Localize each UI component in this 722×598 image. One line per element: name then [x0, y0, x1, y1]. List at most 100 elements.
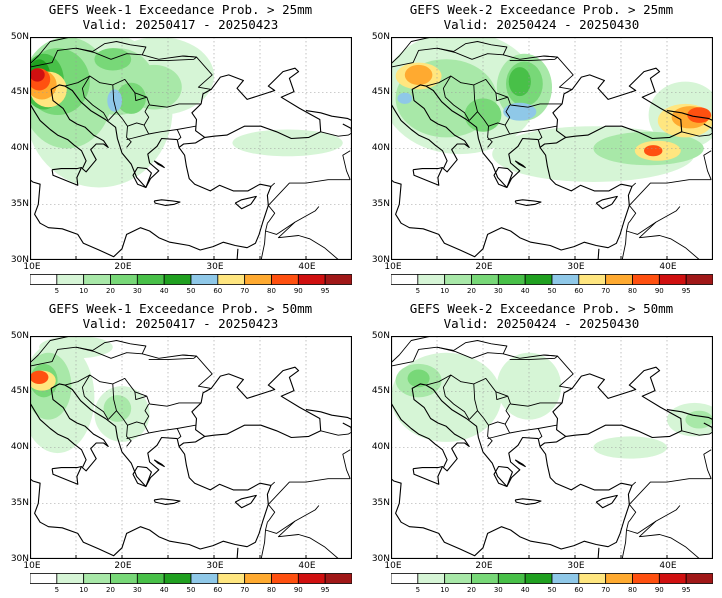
- lat-label: 50N: [10, 32, 29, 42]
- coastline: [412, 166, 444, 186]
- country-border: [107, 84, 117, 121]
- country-border: [81, 75, 109, 121]
- colorbar-swatch: [163, 573, 192, 584]
- colorbar: [30, 573, 352, 584]
- colorbar-label: 70: [240, 287, 250, 295]
- colorbar: [30, 274, 352, 285]
- colorbar-label: 70: [601, 586, 611, 594]
- country-border: [468, 383, 478, 420]
- colorbar-swatch: [685, 274, 713, 285]
- probability-area: [94, 48, 132, 71]
- coastline: [51, 465, 83, 485]
- map-frame: [30, 336, 352, 559]
- probability-area: [503, 102, 537, 121]
- country-border: [267, 205, 276, 224]
- coastline: [51, 166, 83, 186]
- country-border: [260, 223, 268, 260]
- colorbar-label: 20: [467, 287, 476, 295]
- country-border: [495, 391, 508, 401]
- country-border: [267, 504, 276, 523]
- colorbar-swatch: [551, 573, 580, 584]
- country-border: [182, 55, 197, 58]
- colorbar-label: 10: [79, 586, 89, 594]
- probability-area: [687, 107, 712, 123]
- colorbar-label: 40: [159, 287, 169, 295]
- coastline: [305, 409, 352, 421]
- coastline: [514, 199, 542, 206]
- country-border: [703, 449, 712, 479]
- country-border: [277, 221, 340, 260]
- colorbar-swatch: [685, 573, 713, 584]
- probability-area: [644, 145, 663, 157]
- colorbar-swatch: [297, 274, 326, 285]
- colorbar-swatch: [244, 573, 272, 584]
- coastline: [493, 166, 513, 189]
- colorbar-label: 70: [601, 287, 611, 295]
- country-border: [267, 478, 351, 505]
- colorbar-label: 60: [574, 287, 584, 295]
- colorbar-label: 40: [520, 586, 530, 594]
- colorbar-swatch: [324, 573, 352, 584]
- country-border: [143, 104, 150, 126]
- colorbar-swatch: [217, 274, 246, 285]
- coastline: [666, 409, 713, 421]
- panel-valid-dates: Valid: 20250424 - 20250430: [443, 17, 640, 32]
- lat-label: 45N: [371, 386, 390, 396]
- colorbar-swatch: [524, 274, 553, 285]
- colorbar-swatch: [632, 274, 660, 285]
- coastline: [153, 160, 165, 169]
- country-border: [477, 111, 493, 148]
- colorbar-label: 60: [574, 586, 584, 594]
- country-border: [143, 403, 150, 425]
- colorbar-label: 95: [681, 287, 691, 295]
- country-border: [116, 410, 132, 447]
- panel-valid-dates: Valid: 20250417 - 20250423: [82, 17, 279, 32]
- coastline: [539, 366, 683, 447]
- country-border: [504, 104, 511, 126]
- coastline: [64, 85, 180, 189]
- country-border: [134, 391, 147, 401]
- map-frame: [391, 37, 713, 260]
- country-border: [75, 41, 147, 55]
- coastline: [391, 446, 633, 557]
- precip-map: [30, 37, 352, 260]
- coastline: [30, 446, 272, 557]
- colorbar-label: 30: [132, 287, 142, 295]
- coastline: [234, 494, 257, 509]
- country-border: [543, 354, 558, 357]
- colorbar-swatch: [297, 573, 326, 584]
- probability-area: [397, 92, 413, 104]
- colorbar-label: 10: [440, 287, 450, 295]
- lon-label: 10E: [23, 262, 41, 272]
- colorbar-label: 80: [628, 586, 637, 594]
- colorbar-swatch: [391, 274, 419, 285]
- lat-label: 30N: [10, 554, 29, 564]
- lon-label: 20E: [114, 561, 132, 571]
- colorbar-swatch: [56, 274, 85, 285]
- precip-map: [30, 336, 352, 559]
- colorbar-label: 40: [159, 586, 169, 594]
- lat-label: 40N: [10, 442, 29, 452]
- country-border: [75, 340, 147, 354]
- colorbar-label: 95: [320, 287, 330, 295]
- colorbar-swatch: [190, 274, 219, 285]
- country-border: [621, 522, 629, 559]
- colorbar-swatch: [244, 274, 272, 285]
- coastline: [153, 498, 181, 505]
- country-border: [342, 449, 351, 479]
- lon-label: 30E: [206, 262, 224, 272]
- country-border: [436, 340, 508, 354]
- coastline: [539, 67, 683, 148]
- lon-label: 40E: [659, 561, 677, 571]
- lat-label: 45N: [10, 87, 29, 97]
- coastline: [153, 459, 165, 468]
- lon-label: 40E: [298, 561, 316, 571]
- country-border: [116, 111, 132, 148]
- colorbar-swatch: [632, 573, 660, 584]
- country-border: [628, 179, 712, 206]
- colorbar-swatch: [658, 573, 687, 584]
- lat-label: 35N: [371, 498, 390, 508]
- country-border: [442, 374, 470, 420]
- colorbar-label: 20: [106, 287, 115, 295]
- lat-label: 40N: [10, 143, 29, 153]
